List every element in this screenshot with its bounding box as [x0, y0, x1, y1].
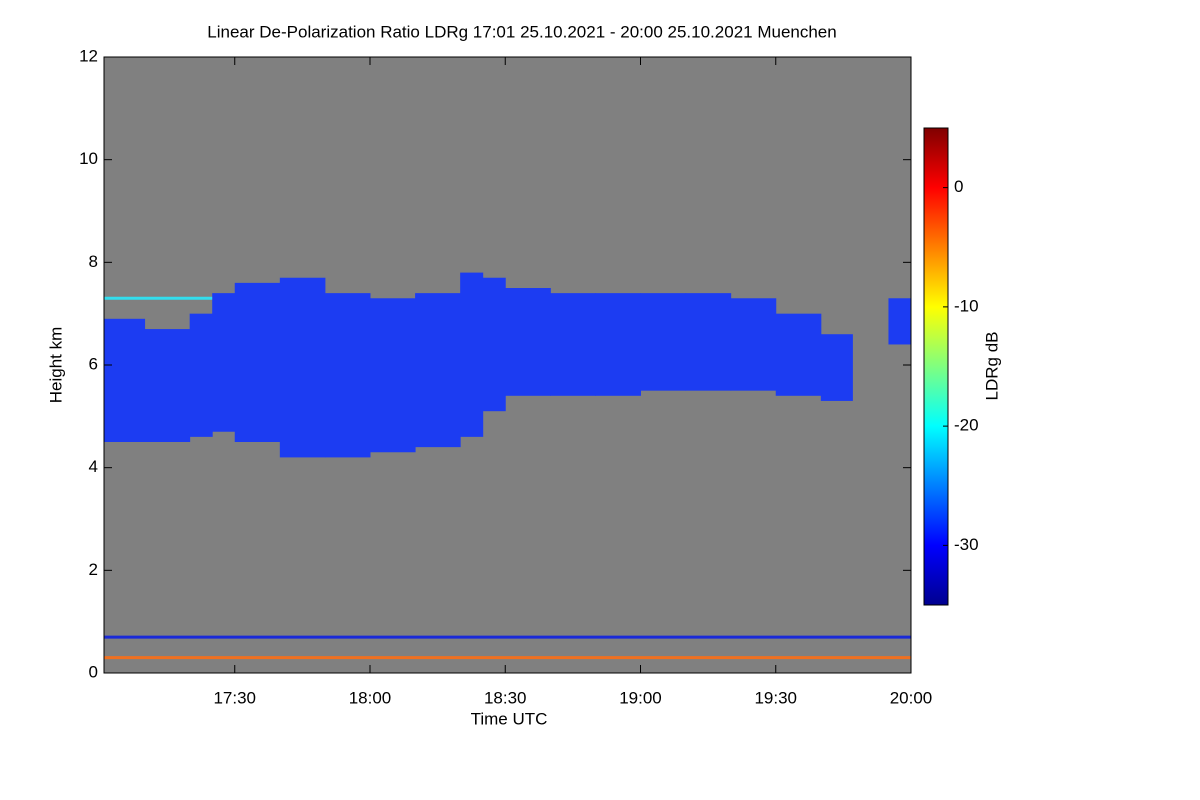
cloud-cell [550, 293, 596, 396]
x-tick-label: 18:00 [349, 688, 392, 707]
cloud-cell [775, 313, 822, 396]
y-tick-label: 6 [89, 354, 98, 373]
cloud-cell [888, 298, 912, 345]
x-axis-label: Time UTC [471, 709, 548, 728]
cloud-cell [460, 272, 484, 437]
y-tick-label: 2 [89, 560, 98, 579]
y-tick-label: 4 [89, 457, 98, 476]
y-axis-label: Height km [46, 327, 65, 404]
cloud-cell [595, 293, 641, 396]
cloud-cell [104, 318, 146, 442]
cloud-cell [189, 313, 213, 437]
chart-title: Linear De-Polarization Ratio LDRg 17:01 … [207, 22, 836, 41]
y-tick-label: 12 [79, 46, 98, 65]
colorbar-label: LDRg dB [982, 332, 1001, 401]
cloud-cell [640, 293, 687, 391]
cloud-cell [234, 282, 281, 442]
cloud-cell [415, 293, 461, 448]
y-tick-label: 0 [89, 662, 98, 681]
cloud-cell [369, 298, 416, 453]
x-tick-label: 20:00 [890, 688, 933, 707]
cloud-cell [144, 329, 191, 442]
x-tick-label: 19:30 [754, 688, 797, 707]
cloud-cell [505, 288, 551, 396]
x-tick-label: 18:30 [484, 688, 527, 707]
y-tick-label: 8 [89, 252, 98, 271]
colorbar-tick-label: -30 [954, 535, 979, 554]
x-tick-label: 17:30 [213, 688, 256, 707]
colorbar-tick-label: -10 [954, 296, 979, 315]
colorbar-tick-label: -20 [954, 416, 979, 435]
cloud-cell [820, 334, 853, 401]
y-tick-label: 10 [79, 149, 98, 168]
cloud-cell [482, 277, 506, 412]
cloud-cell [730, 298, 777, 391]
x-tick-label: 19:00 [619, 688, 662, 707]
colorbar [923, 127, 949, 606]
cloud-cell [685, 293, 732, 391]
cloud-cell [212, 293, 236, 432]
colorbar-tick-label: 0 [954, 177, 963, 196]
cloud-cell [279, 277, 326, 458]
cloud-cell [324, 293, 371, 458]
